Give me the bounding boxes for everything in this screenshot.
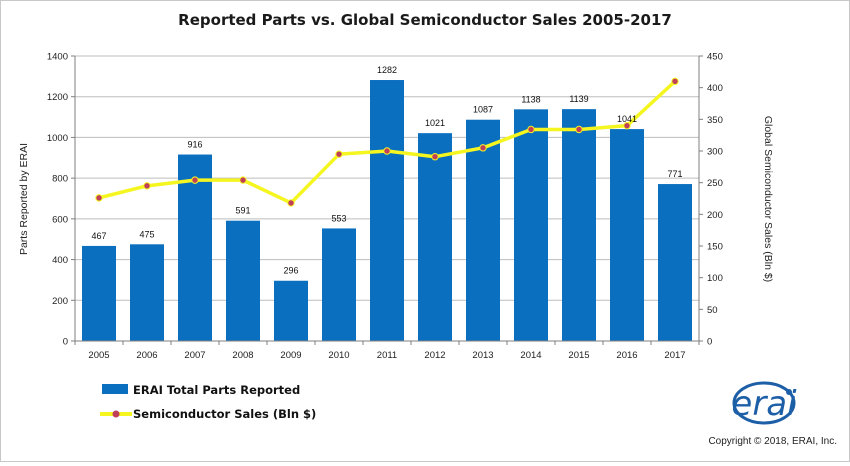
- right-tick-label: 300: [707, 147, 723, 158]
- bar-label-2016: 1041: [617, 114, 637, 124]
- axes: [74, 56, 700, 342]
- x-tick-label-2008: 2008: [232, 350, 253, 361]
- bar-2013: [466, 119, 500, 341]
- bar-2015: [562, 109, 596, 341]
- bar-label-2006: 475: [139, 229, 154, 239]
- x-tick-label-2017: 2017: [664, 350, 685, 361]
- x-tick-label-2011: 2011: [377, 350, 397, 361]
- x-tick-label-2005: 2005: [88, 350, 109, 361]
- bar-2005: [82, 245, 116, 341]
- left-tick-label: 1200: [47, 92, 68, 103]
- left-tick-label: 800: [52, 174, 68, 185]
- right-tick-label: 200: [707, 210, 723, 221]
- legend-swatch-marker: [112, 410, 120, 418]
- bar-2010: [322, 228, 356, 341]
- bar-data-labels: 467 475 916 591 296 553 1282 1021 1087 1138 1139 10…: [91, 65, 682, 276]
- right-tick-label: 450: [707, 52, 723, 63]
- bar-label-2017: 771: [667, 169, 682, 179]
- bar-label-2009: 296: [283, 266, 298, 276]
- sales-point-2009: [287, 199, 295, 207]
- left-tick-label: 1000: [47, 133, 68, 144]
- x-tick-label-2007: 2007: [184, 350, 205, 361]
- legend: ERAI Total Parts Reported Semiconductor …: [100, 383, 316, 421]
- bar-2016: [610, 129, 644, 341]
- x-tick-label-2006: 2006: [136, 350, 157, 361]
- sales-point-2008: [239, 176, 247, 184]
- bar-2014: [514, 109, 548, 341]
- copyright-text: Copyright © 2018, ERAI, Inc.: [708, 436, 837, 447]
- bar-label-2007: 916: [187, 140, 202, 150]
- sales-point-2005: [95, 194, 103, 202]
- right-tick-label: 0: [707, 337, 712, 348]
- legend-label-bars: ERAI Total Parts Reported: [133, 383, 300, 397]
- x-axis-ticks: 2005 2006 2007 2008 2009 2010 2011 2012 2013 2014…: [74, 341, 700, 361]
- erai-logo: erai: [731, 381, 797, 425]
- sales-point-2007: [191, 176, 199, 184]
- sales-point-2012: [431, 153, 439, 161]
- right-tick-label: 150: [707, 242, 723, 253]
- left-axis-ticks: 0 200 400 600 800 1000 1200 1400: [47, 52, 75, 348]
- bar-2017: [658, 184, 692, 341]
- logo-swoosh: [732, 381, 796, 425]
- right-tick-label: 100: [707, 273, 723, 284]
- bar-2012: [418, 133, 452, 341]
- bar-2009: [274, 280, 308, 341]
- sales-point-2011: [383, 147, 391, 155]
- sales-point-2006: [143, 182, 151, 190]
- right-axis-ticks: 0 50 100 150 200 250 300 350 400 450: [699, 52, 723, 348]
- x-tick-label-2016: 2016: [616, 350, 637, 361]
- left-tick-label: 600: [52, 214, 68, 225]
- bar-2006: [130, 244, 164, 341]
- x-tick-label-2009: 2009: [280, 350, 301, 361]
- bar-label-2008: 591: [235, 206, 250, 216]
- chart-title: Reported Parts vs. Global Semiconductor …: [178, 11, 672, 29]
- sales-point-2015: [575, 125, 583, 134]
- bar-2008: [226, 220, 260, 341]
- left-tick-label: 1400: [47, 52, 68, 63]
- bar-series: [82, 80, 692, 342]
- bar-label-2015: 1139: [569, 94, 588, 104]
- y2-axis-label: Global Semiconductor Sales (Bln $): [762, 116, 774, 282]
- logo-text: erai: [731, 384, 797, 424]
- bar-2007: [178, 154, 212, 341]
- right-tick-label: 350: [707, 115, 723, 126]
- legend-swatch-bars: [102, 384, 128, 394]
- sales-point-2016: [623, 121, 631, 130]
- bar-label-2013: 1087: [473, 105, 493, 115]
- x-tick-label-2010: 2010: [328, 350, 349, 361]
- bar-label-2010: 553: [331, 213, 346, 223]
- sales-point-2013: [479, 144, 487, 152]
- left-tick-label: 400: [52, 255, 68, 266]
- sales-point-2014: [527, 125, 535, 134]
- left-tick-label: 0: [63, 337, 68, 348]
- x-tick-label-2014: 2014: [520, 350, 541, 361]
- y-axis-label: Parts Reported by ERAI: [18, 143, 30, 255]
- bar-label-2012: 1021: [425, 118, 445, 128]
- sales-point-2017: [671, 77, 679, 86]
- bar-label-2005: 467: [91, 231, 106, 241]
- left-tick-label: 200: [52, 296, 68, 307]
- right-tick-label: 400: [707, 83, 723, 94]
- right-tick-label: 50: [707, 305, 718, 316]
- sales-point-2010: [335, 150, 343, 158]
- right-tick-label: 250: [707, 178, 723, 189]
- x-tick-label-2015: 2015: [568, 350, 589, 361]
- line-series: [95, 77, 679, 207]
- x-tick-label-2012: 2012: [424, 350, 445, 361]
- legend-label-line: Semiconductor Sales (Bln $): [133, 407, 316, 421]
- logo-dot: [786, 389, 792, 395]
- bar-label-2011: 1282: [377, 65, 397, 75]
- bar-2011: [370, 80, 404, 342]
- x-tick-label-2013: 2013: [472, 350, 493, 361]
- bar-label-2014: 1138: [521, 94, 540, 104]
